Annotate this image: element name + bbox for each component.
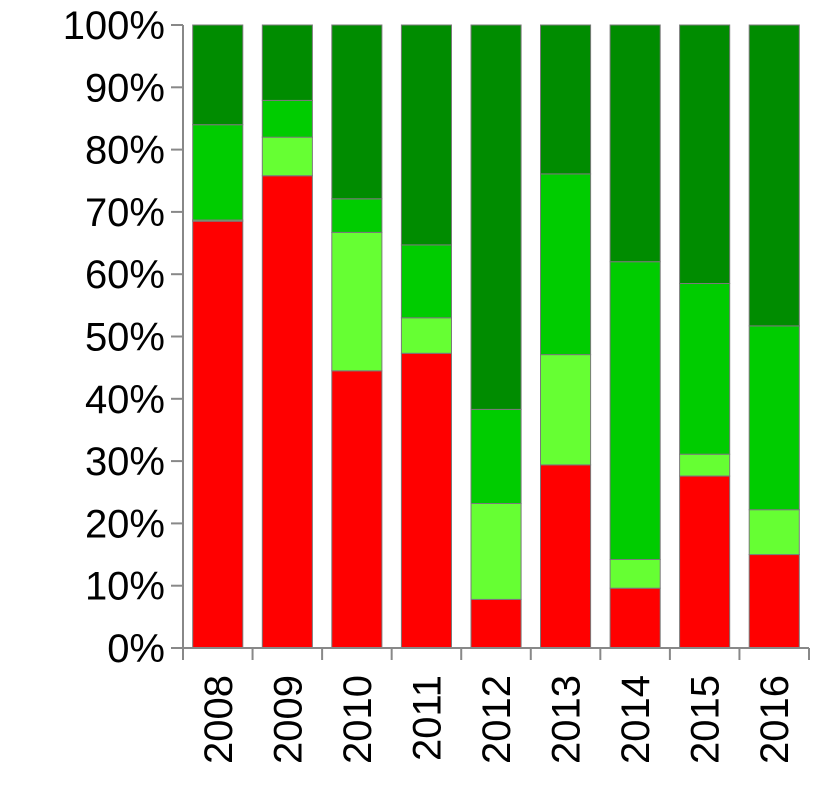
bar-segment-2012-series-4 xyxy=(470,24,522,410)
y-tick-label: 10% xyxy=(85,565,165,609)
x-tick-label-2016: 2016 xyxy=(753,675,797,764)
bar-segment-2010-series-1 xyxy=(331,370,383,649)
axes-group xyxy=(171,24,810,660)
bar-segment-2015-series-3 xyxy=(679,283,731,455)
y-tick-label: 40% xyxy=(85,378,165,422)
bar-segment-2009-series-1 xyxy=(261,175,313,649)
x-tick-label-2008: 2008 xyxy=(197,675,241,764)
y-tick-label: 0% xyxy=(107,627,165,671)
bar-segment-2009-series-3 xyxy=(261,99,313,138)
y-tick-label: 20% xyxy=(85,502,165,546)
x-tick-label-2013: 2013 xyxy=(545,675,589,764)
bar-segment-2016-series-1 xyxy=(748,554,800,649)
y-tick-label: 90% xyxy=(85,66,165,110)
bar-segment-2016-series-3 xyxy=(748,325,800,511)
x-tick-label-2009: 2009 xyxy=(266,675,310,764)
bar-segment-2010-series-4 xyxy=(331,24,383,200)
bars-group xyxy=(192,24,800,649)
y-tick-label: 100% xyxy=(63,4,165,48)
x-tick-label-2010: 2010 xyxy=(336,675,380,764)
bar-segment-2008-series-4 xyxy=(192,24,244,126)
y-tick-label: 70% xyxy=(85,191,165,235)
bar-segment-2013-series-4 xyxy=(540,24,592,175)
bar-segment-2016-series-4 xyxy=(748,24,800,327)
bar-segment-2014-series-1 xyxy=(609,587,661,649)
bar-segment-2009-series-2 xyxy=(261,136,313,177)
x-tick-label-2015: 2015 xyxy=(684,675,728,764)
y-tick-label: 80% xyxy=(85,129,165,173)
x-tick-label-2011: 2011 xyxy=(405,675,449,761)
bar-segment-2015-series-4 xyxy=(679,24,731,284)
bar-segment-2011-series-3 xyxy=(400,244,452,319)
bar-segment-2013-series-2 xyxy=(540,354,592,466)
bar-segment-2012-series-3 xyxy=(470,408,522,504)
bar-segment-2015-series-2 xyxy=(679,453,731,477)
bar-segment-2008-series-1 xyxy=(192,220,244,649)
bar-segment-2014-series-4 xyxy=(609,24,661,263)
y-tick-label: 50% xyxy=(85,316,165,360)
bar-segment-2013-series-1 xyxy=(540,464,592,649)
bar-segment-2010-series-2 xyxy=(331,232,383,372)
bar-segment-2009-series-4 xyxy=(261,24,313,101)
bar-segment-2012-series-1 xyxy=(470,598,522,649)
bar-segment-2014-series-2 xyxy=(609,559,661,589)
bar-segment-2011-series-2 xyxy=(400,317,452,354)
y-tick-labels: 0% 10% 20% 30% 40% 50% 60% 70% 80% 90% 100% xyxy=(63,4,165,671)
y-tick-label: 60% xyxy=(85,253,165,297)
bar-segment-2008-series-3 xyxy=(192,124,244,221)
bar-segment-2011-series-1 xyxy=(400,352,452,649)
bar-segment-2016-series-2 xyxy=(748,509,800,556)
bar-segment-2010-series-3 xyxy=(331,198,383,233)
bar-segment-2012-series-2 xyxy=(470,503,522,600)
y-tick-label: 30% xyxy=(85,440,165,484)
bar-segment-2013-series-3 xyxy=(540,173,592,356)
bar-segment-2011-series-4 xyxy=(400,24,452,246)
x-tick-labels: 2008 2009 2010 2011 2012 2013 2014 2015 2016 xyxy=(197,675,797,764)
bar-segment-2015-series-1 xyxy=(679,475,731,649)
x-tick-label-2014: 2014 xyxy=(614,675,658,764)
x-tick-label-2012: 2012 xyxy=(475,675,519,764)
bar-segment-2014-series-3 xyxy=(609,261,661,560)
